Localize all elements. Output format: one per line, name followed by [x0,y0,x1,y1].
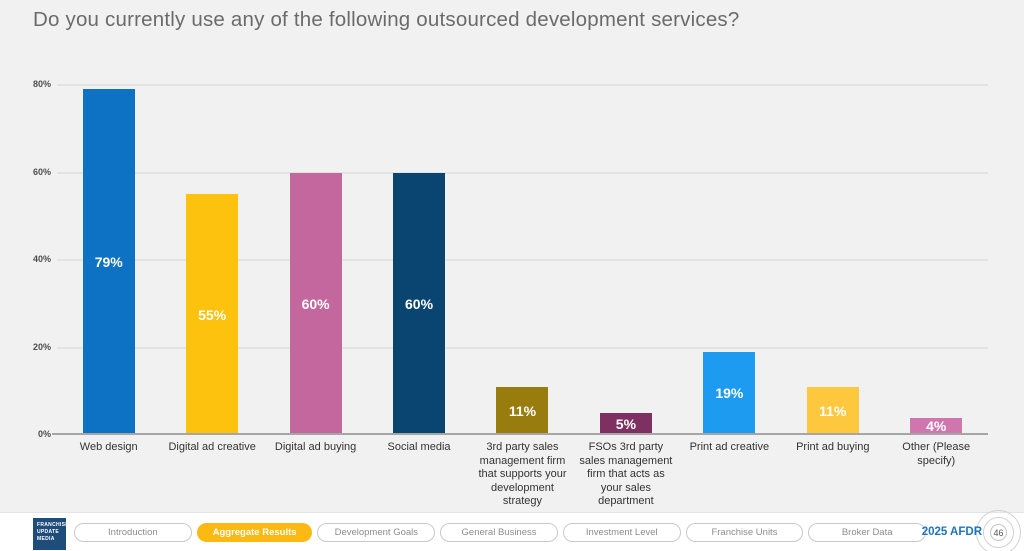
badge-page-number: 46 [990,524,1007,541]
bars-container: 79% 55% 60% 60% 11% 5% 19% 11% 4% [57,85,988,435]
category-label: 3rd party sales management firm that sup… [478,441,567,507]
gridline-40 [57,259,988,261]
y-axis-tick: 20% [32,342,51,352]
gridline-60 [57,171,988,174]
report-brand-label: 2025 AFDR [921,526,982,538]
category-label: Digital ad buying [274,441,357,453]
gridline-20 [57,346,988,349]
bar-column: 79% [57,85,160,435]
logo-text: FRANCHISE [37,522,69,528]
logo-text: UPDATE [37,529,59,535]
tab-broker-data[interactable]: Broker Data [808,523,927,542]
y-axis-tick: 40% [32,254,51,264]
tab-development-goals[interactable]: Development Goals [317,523,436,542]
franchise-update-media-logo: FRANCHISE UPDATE MEDIA [33,518,69,550]
bar-column: 5% [574,85,677,435]
y-axis-tick: 0% [37,429,51,439]
bar-value-label: 11% [508,402,537,419]
bar-value-label: 60% [301,295,330,312]
bar-digital-ad-buying: 60% [289,172,342,435]
bar-value-label: 11% [819,402,847,419]
tab-aggregate-results[interactable]: Aggregate Results [196,523,313,542]
bar-web-design: 79% [82,89,135,435]
chart-title: Do you currently use any of the followin… [33,8,740,31]
category-label: Other (Please specify) [902,441,971,467]
category-label: Print ad buying [796,441,870,453]
category-label: FSOs 3rd party sales management firm tha… [579,441,673,507]
badge-outer-ring [976,510,1021,551]
plot-area [57,84,988,435]
y-axis-tick: 60% [32,167,51,177]
bar-print-ad-creative: 19% [703,351,756,435]
bar-column: 11% [781,85,884,435]
bar-social-media: 60% [393,172,446,435]
bar-column: 11% [471,85,574,435]
bar-column: 19% [678,85,781,435]
bar-value-label: 5% [615,416,637,433]
bar-value-label: 4% [926,418,947,435]
section-tabs: Introduction Aggregate Results Developme… [74,523,927,542]
gridline-80 [57,84,988,86]
category-label: Print ad creative [689,441,770,453]
bar-value-label: 55% [198,306,227,323]
bar-column: 55% [160,85,263,435]
tab-investment-level[interactable]: Investment Level [562,523,681,542]
footer-bar: FRANCHISE UPDATE MEDIA Introduction Aggr… [0,512,1024,551]
category-label: Social media [387,441,451,453]
category-label: Web design [79,441,138,453]
bar-column: 60% [367,85,470,435]
bar-value-label: 60% [405,295,434,312]
tab-general-business[interactable]: General Business [440,523,558,542]
badge-middle-ring [983,517,1014,548]
bar-value-label: 79% [94,254,123,271]
x-axis-line [52,433,988,435]
bar-column: 4% [885,85,988,435]
y-axis-tick: 80% [32,79,51,89]
bar-digital-ad-creative: 55% [186,194,239,435]
category-labels-row: Web design Digital ad creative Digital a… [57,441,988,509]
page-number-badge: 46 [976,510,1022,551]
category-label: Digital ad creative [168,441,256,453]
bar-3rd-party-sales-firm: 11% [496,386,549,435]
tab-franchise-units[interactable]: Franchise Units [685,523,804,542]
logo-text: MEDIA [37,536,55,542]
bar-value-label: 19% [715,385,744,402]
bar-print-ad-buying: 11% [806,386,859,435]
tab-introduction[interactable]: Introduction [74,523,192,542]
bar-fsos-3rd-party-sales-firm: 5% [599,413,652,435]
bar-other: 4% [910,417,963,435]
bar-column: 60% [264,85,367,435]
